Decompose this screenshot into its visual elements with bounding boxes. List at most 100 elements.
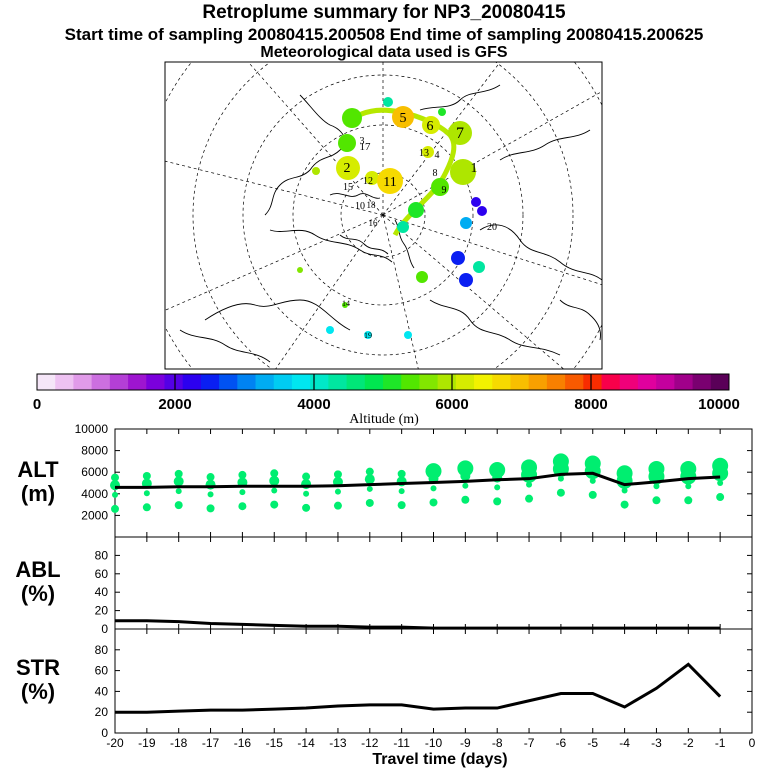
x-tick-label: -16 [234,736,252,750]
map-label: 20 [487,222,497,233]
altitude-dot [143,490,150,497]
altitude-dot [616,472,633,489]
map-label: 12 [363,176,373,187]
colorbar-swatch [474,374,493,390]
colorbar-swatch [619,374,639,390]
y-tick-label: 60 [95,664,109,678]
x-tick-label: -1 [715,736,726,750]
map-label: 9 [442,185,447,196]
plume-labels: 1 2 3 4 5 6 7 8 9 10 11 12 13 14 15 16 1… [342,111,497,340]
altitude-dot [174,469,183,478]
y-axis-label: ALT [17,457,59,482]
chart-title: Retroplume summary for NP3_20080415 [202,2,566,23]
colorbar-swatch [583,374,602,390]
sampling-period: Start time of sampling 20080415.200508 E… [64,25,704,44]
altitude-dot [175,488,182,495]
altitude-dot [685,483,692,490]
altitude-dot [653,483,660,490]
meridians [165,62,602,369]
colorbar-swatch [656,374,675,390]
colorbar-swatch [91,374,111,390]
y-tick-label: 6000 [81,465,108,479]
colorbar-swatch [674,374,693,390]
x-tick-label: -4 [619,736,630,750]
map-label: 8 [433,168,438,179]
x-tick-label: -9 [460,736,471,750]
colorbar-swatch [437,374,457,390]
y-tick-label: 40 [95,585,109,599]
altitude-dot [239,489,246,496]
altitude-dot [207,491,214,498]
series-line-abl [115,619,721,630]
colorbar-swatch [37,374,56,390]
colorbar-swatch [182,374,202,390]
map-label: 13 [419,148,429,159]
altitude-dot [589,477,596,484]
altitude-dot [303,490,310,497]
map-label: 17 [360,141,372,153]
altitude-dot [334,488,341,495]
altitude-dot [462,482,469,489]
altitude-dot [333,501,342,510]
altitude-dot [712,465,729,482]
altitude-dot [684,496,693,505]
altitude-dot [429,498,438,507]
colorbar-swatch [510,374,530,390]
colorbar-swatch [200,374,220,390]
x-tick-label: -13 [329,736,347,750]
colorbar-swatch [328,374,347,390]
altitude-dot [302,472,311,481]
altitude-dot [493,497,502,506]
altitude-dot [588,490,597,499]
x-tick-label: -10 [425,736,443,750]
colorbar-swatch [710,374,730,390]
y-tick-label: 20 [95,604,109,618]
map-label: 11 [383,175,396,190]
x-tick-label: -7 [524,736,535,750]
y-tick-label: 10000 [75,422,109,436]
map-label: 10 [355,201,365,212]
colorbar-tick: 0 [33,396,41,413]
map-label: 7 [456,125,464,142]
y-tick-label: 80 [95,643,109,657]
series-line-alt [115,471,721,489]
altitude-dot [238,502,247,511]
altitude-dot [173,476,184,487]
colorbar-swatch [692,374,712,390]
colorbar-swatch [128,374,147,390]
colorbar-swatch [146,374,165,390]
altitude-dot [461,495,470,504]
altitude-dot [460,470,471,481]
y-axis-label: (%) [21,679,55,704]
altitude-dot [270,500,279,509]
plume-markers [297,97,487,339]
panel-alt: 2000 4000 6000 8000 10000 ALT(m) [17,422,753,538]
altitude-dot [206,504,215,513]
colorbar-tick: 8000 [574,396,607,413]
colorbar-swatch [455,374,475,390]
x-tick-label: -17 [202,736,220,750]
altitude-dot [269,475,280,486]
map-label: 18 [367,200,377,210]
altitude-dot [270,469,279,478]
latitude-circles [165,62,602,369]
altitude-dot [652,496,661,505]
map-label: 15 [343,182,353,193]
y-tick-label: 2000 [81,508,108,522]
x-tick-label: -20 [106,736,124,750]
colorbar-swatch [383,374,402,390]
y-tick-label: 0 [101,726,108,740]
colorbar-swatch [55,374,74,390]
colorbar-swatch [419,374,439,390]
map-label: 3 [360,136,365,147]
x-tick-label: -2 [683,736,694,750]
altitude-dot [430,485,437,492]
colorbar-tick: 4000 [297,396,330,413]
altitude-dot [425,463,442,480]
colorbar-swatch [219,374,238,390]
colorbar-swatch [401,374,420,390]
altitude-dot [333,470,342,479]
map-label: 16 [369,218,379,228]
x-tick-label: -6 [556,736,567,750]
